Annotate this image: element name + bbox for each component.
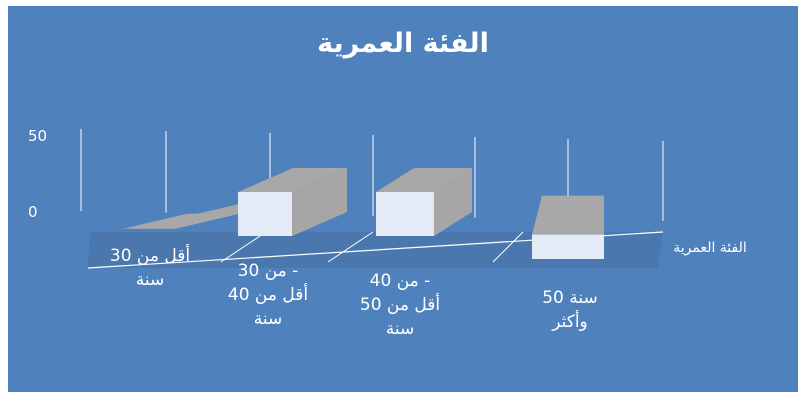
x-tick-label: وأكثر — [551, 310, 588, 332]
bar-front — [532, 234, 604, 259]
x-tick-label: سنة — [136, 270, 165, 290]
x-tick-label: سنة — [254, 309, 283, 329]
bar-top — [238, 168, 347, 192]
bar-side — [292, 168, 347, 236]
x-tick-label: سنة — [386, 319, 415, 339]
x-tick-label: أقل من 30 — [110, 244, 190, 266]
x-tick-label: أقل من 40 — [228, 283, 308, 305]
bar — [123, 204, 239, 229]
bar-top — [123, 213, 239, 229]
y-tick-label: 0 — [28, 203, 38, 221]
floor-divider — [327, 231, 374, 263]
chart-area: الفئة العمرية 0 50 أقل من 30 سنة من 30 - أقل … — [8, 6, 798, 392]
bar-front — [376, 192, 434, 236]
x-tick-label: من 40 - — [370, 271, 431, 291]
floor-divider — [492, 231, 524, 263]
bar-front — [238, 192, 292, 236]
bar — [238, 168, 347, 236]
x-tick-label: أقل من 50 — [360, 293, 440, 315]
x-tick-label: 50 سنة — [542, 288, 598, 308]
chart-plot: 0 50 أقل من 30 سنة من 30 -أقل من 40 سنة من 40 … — [28, 127, 747, 339]
chart-title: الفئة العمرية — [317, 28, 489, 59]
bar-top — [532, 195, 604, 235]
bar — [376, 168, 472, 236]
bar-top — [376, 168, 472, 192]
floor-divider — [220, 231, 267, 263]
y-tick-label: 50 — [28, 127, 47, 145]
bar-side — [434, 168, 472, 236]
legend-label: الفئة العمرية — [673, 240, 747, 256]
x-tick-label: من 30 - — [238, 261, 299, 281]
bar — [532, 195, 604, 259]
